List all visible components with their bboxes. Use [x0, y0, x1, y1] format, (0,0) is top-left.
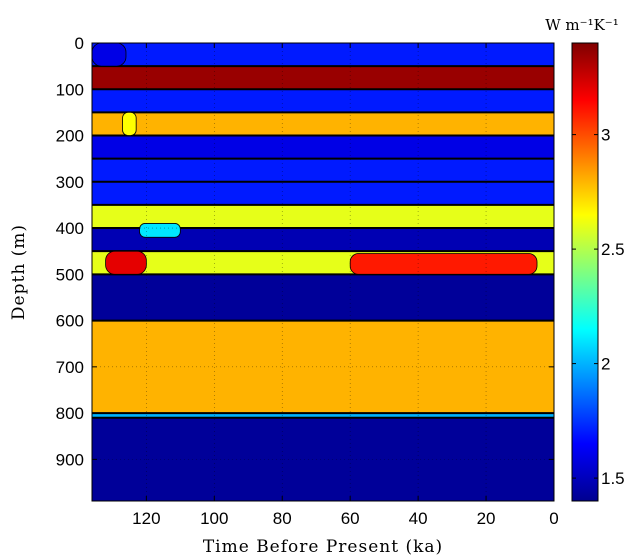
- heatmap-layer: [92, 112, 554, 136]
- x-tick-label: 20: [477, 509, 496, 528]
- heatmap-layer: [92, 204, 554, 229]
- heatmap-layer: [92, 413, 554, 418]
- x-tick-label: 80: [273, 509, 292, 528]
- x-tick-label: 60: [341, 509, 360, 528]
- heatmap-anomaly: [139, 223, 181, 238]
- y-axis: 0 100 200 300 400 500 600 700 800 900: [56, 34, 554, 469]
- colorbar-tick-label: 2: [601, 355, 610, 374]
- y-tick-label: 200: [56, 127, 84, 146]
- colorbar-tick-label: 3: [601, 126, 610, 145]
- colorbar-gradient: [571, 42, 599, 502]
- heatmap-layer: [92, 89, 554, 113]
- y-tick-label: 600: [56, 312, 84, 331]
- heatmap-layer: [92, 135, 554, 159]
- heatmap-layer: [92, 66, 554, 90]
- y-axis-title: Depth (m): [9, 224, 29, 320]
- colorbar: 1.5 2 2.5 3 W m⁻¹K⁻¹: [545, 16, 625, 502]
- y-tick-label: 800: [56, 404, 84, 423]
- y-tick-label: 900: [56, 450, 84, 469]
- colorbar-tick-label: 2.5: [601, 240, 625, 259]
- heatmap-anomaly: [349, 253, 538, 275]
- plot-area: [91, 42, 555, 502]
- x-tick-label: 40: [409, 509, 428, 528]
- y-tick-label: 500: [56, 265, 84, 284]
- heatmap-layer: [92, 274, 554, 321]
- heatmap-anomaly: [105, 250, 147, 275]
- heatmap-anomaly: [122, 111, 137, 136]
- x-axis: 120 100 80 60 40 20 0: [132, 43, 559, 528]
- colorbar-tick-label: 1.5: [601, 469, 625, 488]
- plot-frame: [91, 42, 555, 502]
- y-tick-label: 400: [56, 219, 84, 238]
- y-tick-label: 100: [56, 80, 84, 99]
- x-axis-title: Time Before Present (ka): [203, 537, 443, 557]
- x-tick-label: 0: [549, 509, 558, 528]
- y-tick-label: 700: [56, 358, 84, 377]
- x-tick-label: 100: [200, 509, 228, 528]
- y-tick-label: 0: [75, 34, 84, 53]
- x-tick-label: 120: [132, 509, 160, 528]
- heatmap-layer: [92, 228, 554, 252]
- colorbar-title: W m⁻¹K⁻¹: [545, 16, 618, 34]
- heatmap-anomaly: [92, 43, 127, 67]
- heatmap-layer: [92, 43, 554, 67]
- heatmap-layer: [92, 181, 554, 205]
- y-tick-label: 300: [56, 173, 84, 192]
- heatmap-layer: [92, 158, 554, 182]
